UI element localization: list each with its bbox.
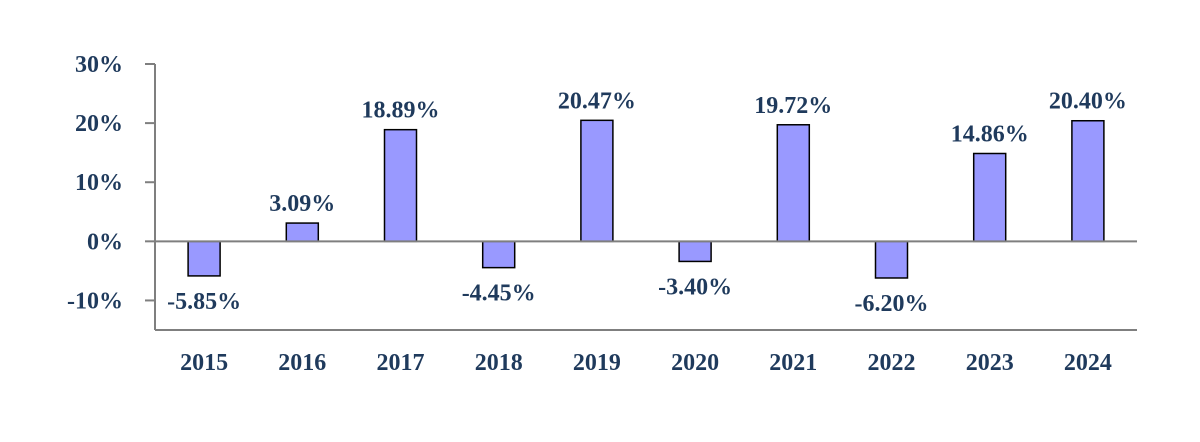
bar-2024 (1071, 119, 1105, 243)
bar-2021 (776, 124, 811, 243)
bar-2016 (285, 222, 320, 243)
x-tick-label: 2019 (573, 350, 621, 376)
bar-2019 (580, 119, 614, 243)
y-tick-label: 20% (75, 111, 123, 137)
data-label-2019: 20.47% (558, 88, 636, 114)
x-tick-label: 2015 (180, 350, 228, 376)
bar-2020 (678, 240, 712, 263)
x-tick-label: 2024 (1064, 350, 1112, 376)
x-axis: 2015 2016 2017 2018 2019 2020 2021 2022 2023 2024 (180, 350, 1112, 376)
data-label-2022: -6.20% (855, 291, 929, 317)
bar-2015 (187, 240, 221, 277)
y-axis: -10% 0% 10% 20% 30% (67, 52, 155, 314)
data-label-2020: -3.40% (658, 274, 732, 300)
x-tick-label: 2018 (475, 350, 523, 376)
bars (187, 119, 1105, 279)
data-label-2017: 18.89% (362, 98, 440, 124)
data-label-2024: 20.40% (1049, 89, 1127, 115)
y-tick-label: 30% (75, 52, 123, 78)
data-label-2023: 14.86% (951, 121, 1029, 147)
x-tick-label: 2021 (769, 350, 817, 376)
y-tick-label: 0% (87, 229, 123, 255)
data-label-2018: -4.45% (462, 281, 536, 307)
bar-2017 (383, 128, 418, 243)
bar-2018 (481, 240, 516, 269)
data-label-2015: -5.85% (167, 289, 241, 315)
data-label-2016: 3.09% (269, 191, 335, 217)
data-label-2021: 19.72% (754, 93, 832, 119)
bar-2023 (972, 152, 1007, 243)
axes (154, 64, 1137, 331)
data-labels: -5.85% 3.09% 18.89% -4.45% 20.47% -3.40% 19.72… (167, 88, 1127, 317)
y-tick-label: 10% (75, 170, 123, 196)
x-tick-label: 2020 (671, 350, 719, 376)
bar-2022 (874, 240, 909, 279)
x-tick-label: 2023 (966, 350, 1014, 376)
y-tick-label: -10% (67, 288, 123, 314)
x-tick-label: 2017 (377, 350, 425, 376)
x-tick-label: 2016 (278, 350, 326, 376)
x-tick-label: 2022 (868, 350, 916, 376)
